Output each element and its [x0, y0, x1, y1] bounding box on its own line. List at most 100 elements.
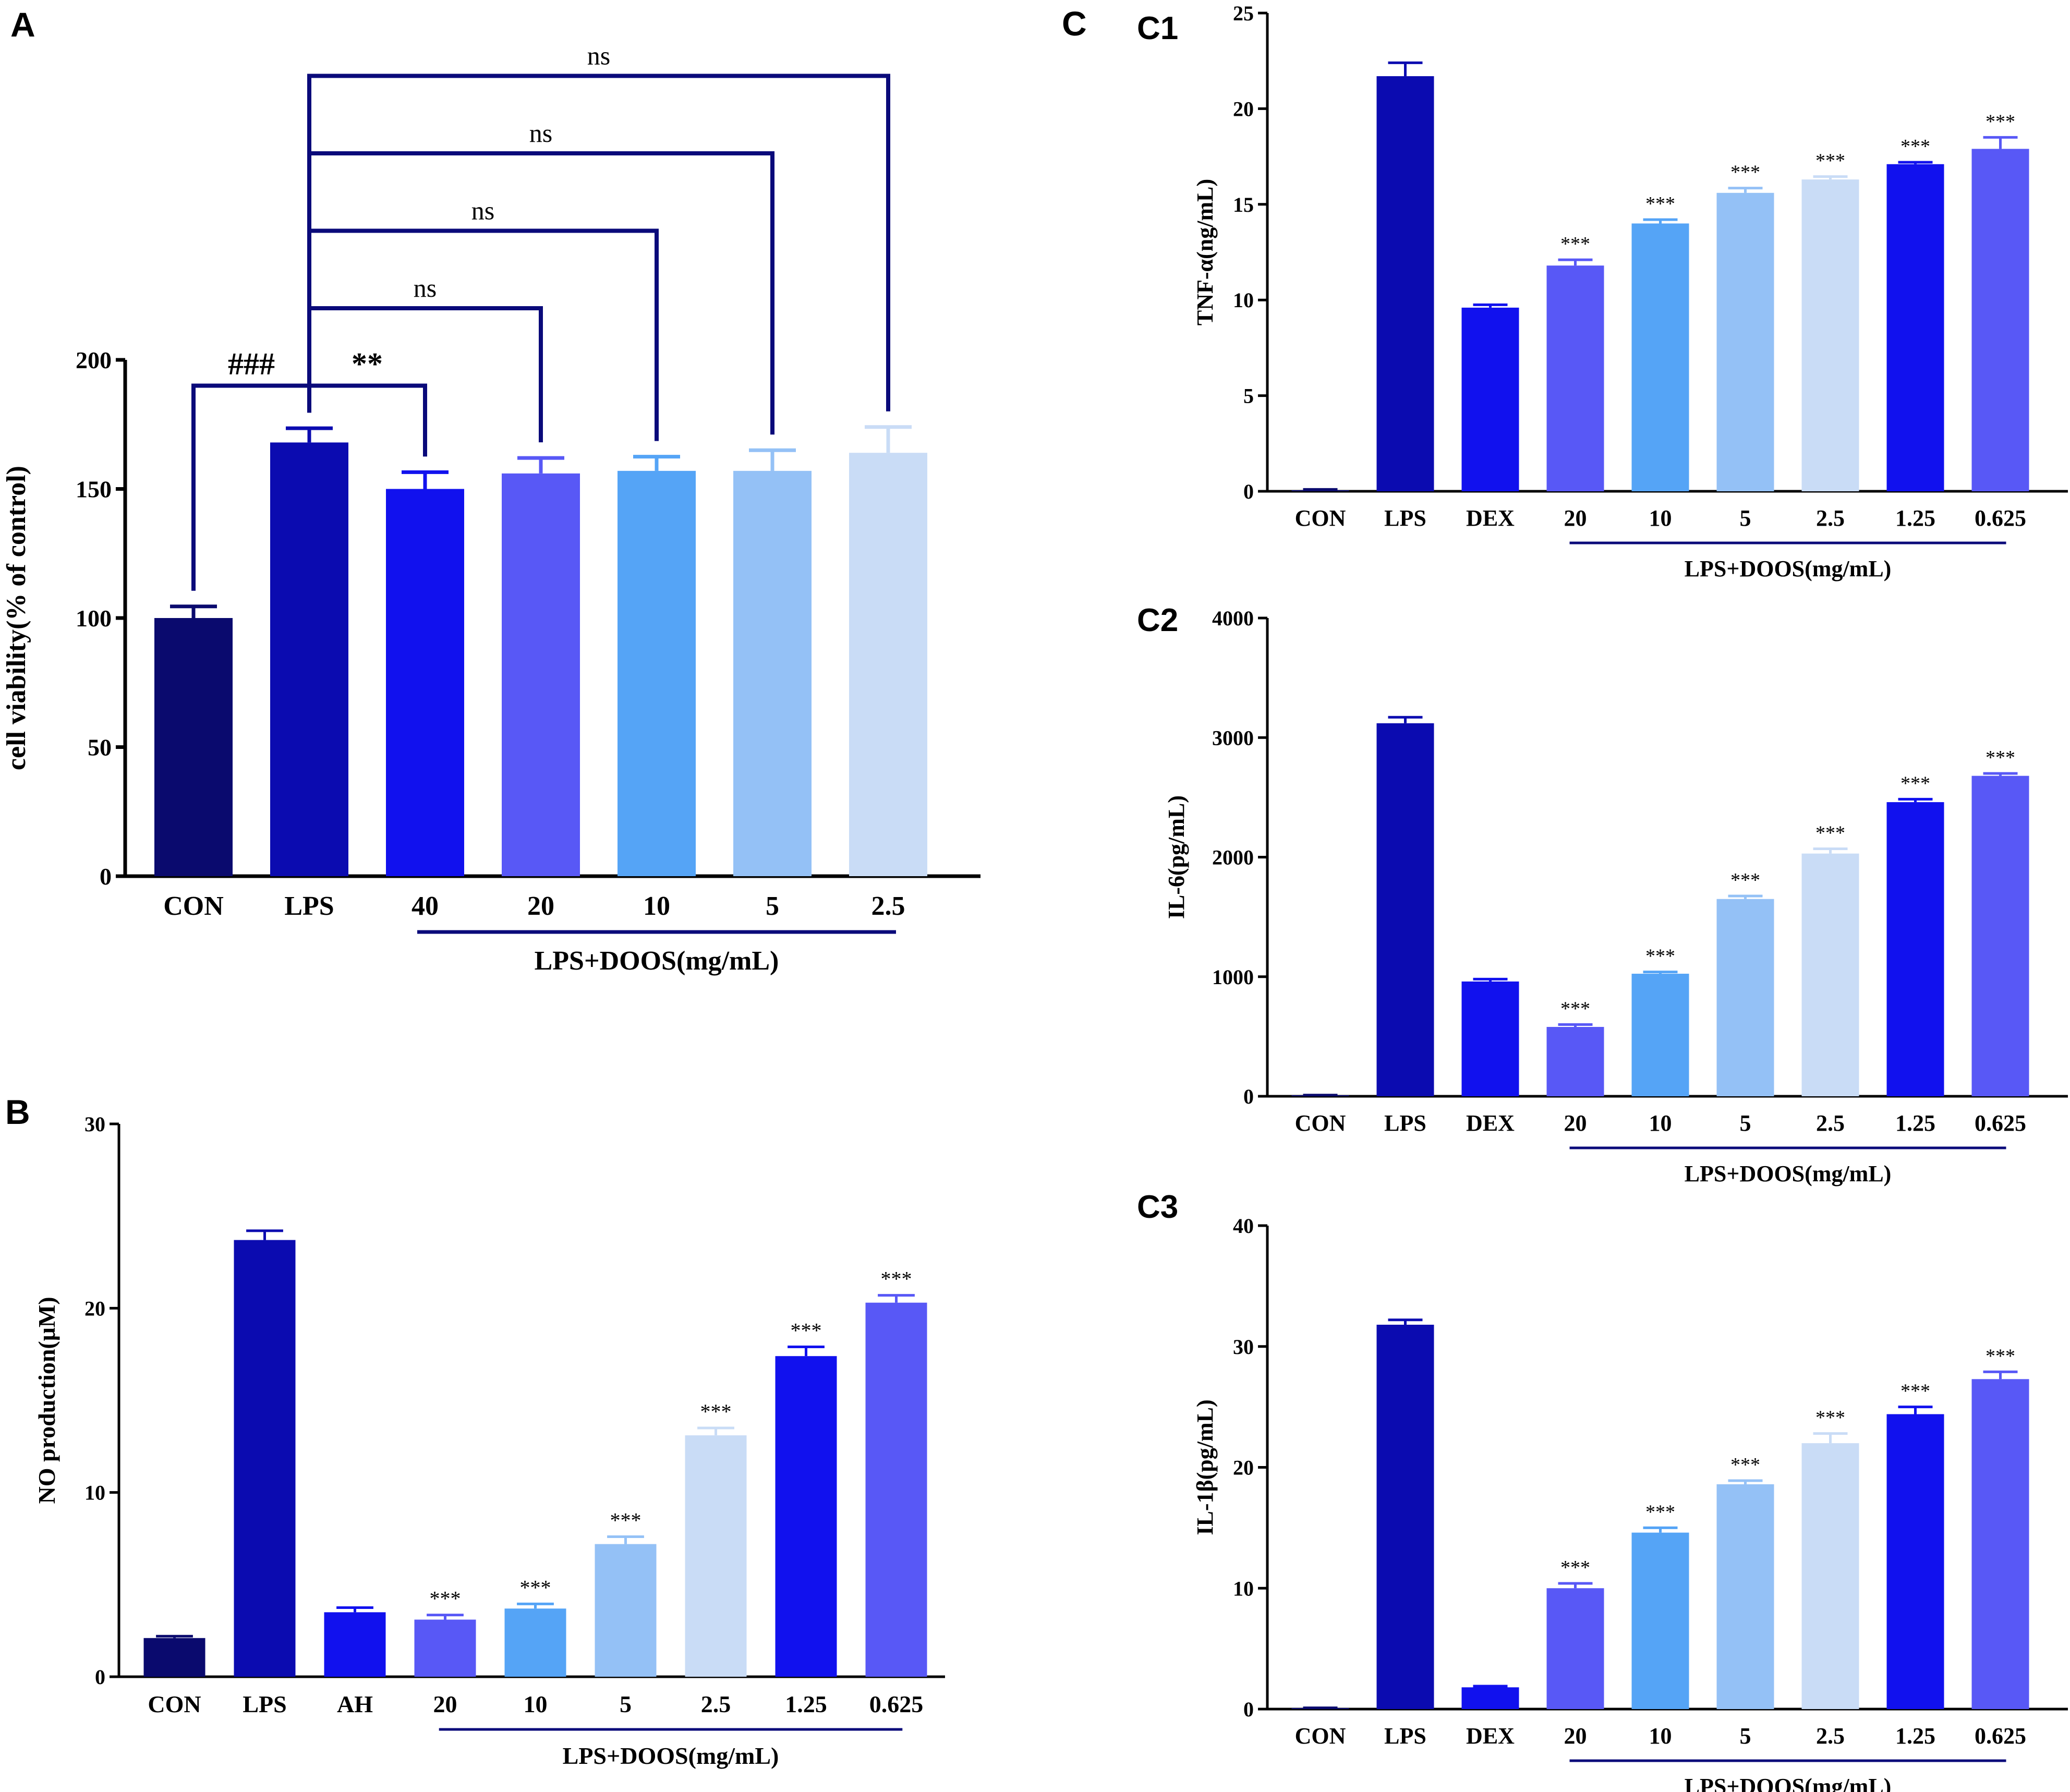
significance-label: ***: [791, 1319, 822, 1342]
significance-label: ***: [700, 1400, 732, 1423]
y-tick-label: 0: [95, 1665, 105, 1689]
y-tick-label: 200: [76, 347, 112, 373]
x-tick-label: 10: [524, 1691, 548, 1717]
x-tick-label: 0.625: [869, 1691, 924, 1717]
bar: [1631, 1532, 1689, 1709]
bar: [324, 1612, 386, 1677]
chart-c1: C1 0 5 10 15 20 25 TNF-α(ng/mL) CON LPS DEX 20 *** 10…: [1137, 2, 2068, 582]
y-tick-label: 1000: [1212, 965, 1254, 989]
y-tick-label: 50: [88, 734, 112, 761]
y-tick-label: 4000: [1212, 607, 1254, 630]
bracket-label: **: [352, 347, 383, 381]
bar: [270, 442, 348, 876]
bar: [1716, 899, 1774, 1096]
x-tick-label: CON: [1295, 1723, 1346, 1749]
bracket-label: ns: [414, 273, 437, 302]
significance-label: ***: [1560, 998, 1590, 1020]
y-tick-label: 10: [84, 1481, 105, 1505]
x-tick-label: 20: [527, 891, 554, 921]
x-tick-label: CON: [1295, 505, 1346, 531]
x-tick-label: 5: [1740, 505, 1751, 531]
bar: [1546, 265, 1604, 491]
x-tick-label: LPS: [1384, 505, 1426, 531]
bar: [849, 453, 927, 876]
x-tick-label: LPS: [1384, 1723, 1426, 1749]
bar: [1971, 1379, 2029, 1709]
bar: [414, 1619, 476, 1677]
bar: [1461, 981, 1519, 1096]
significance-label: ***: [1730, 1454, 1760, 1476]
significance-label: ***: [1900, 772, 1930, 794]
bar: [1801, 1443, 1859, 1709]
x-tick-label: 1.25: [1895, 1110, 1935, 1136]
significance-label: ***: [520, 1576, 551, 1599]
x-tick-label: 2.5: [1816, 1110, 1845, 1136]
bar: [234, 1240, 296, 1677]
group-label: LPS+DOOS(mg/mL): [1685, 556, 1892, 582]
bracket-label: ns: [587, 41, 610, 70]
y-tick-label: 0: [100, 863, 112, 890]
bar: [1801, 179, 1859, 492]
y-tick-label: 150: [76, 476, 112, 503]
y-tick-label: 15: [1233, 193, 1254, 216]
y-tick-label: 5: [1243, 384, 1254, 408]
bracket-label: ###: [228, 347, 275, 381]
significance-label: ***: [1560, 1557, 1590, 1579]
panel-letter: A: [10, 5, 35, 44]
x-tick-label: 1.25: [1895, 1723, 1935, 1749]
panel-letter: B: [5, 1093, 30, 1131]
bar: [143, 1638, 205, 1677]
y-tick-label: 30: [84, 1112, 105, 1136]
significance-label: ***: [1986, 747, 2015, 769]
x-tick-label: 2.5: [1816, 1723, 1845, 1749]
bar: [1461, 1687, 1519, 1709]
y-tick-label: 10: [1233, 1577, 1254, 1600]
chart-a: A 0 50 100 150 200 cell viability(% of control…: [2, 5, 980, 976]
bar: [502, 473, 580, 876]
bar: [1971, 149, 2029, 492]
panel-letter: C2: [1137, 602, 1178, 638]
x-tick-label: 20: [1564, 1723, 1587, 1749]
x-tick-label: 10: [643, 891, 670, 921]
bar: [1376, 723, 1434, 1096]
significance-label: ***: [1645, 1501, 1675, 1523]
x-tick-label: LPS: [1384, 1110, 1426, 1136]
panel-letter: C3: [1137, 1189, 1178, 1225]
significance-label: ***: [881, 1267, 912, 1291]
significance-label: ***: [610, 1508, 641, 1532]
significance-label: ***: [1645, 193, 1675, 215]
significance-label: ***: [1986, 111, 2015, 132]
x-tick-label: DEX: [1466, 1723, 1515, 1749]
x-tick-label: 10: [1649, 1110, 1672, 1136]
chart-c2: C2 0 1000 2000 3000 4000 IL-6(pg/mL) CON LPS DEX 2…: [1137, 602, 2068, 1186]
bar: [386, 489, 464, 876]
y-tick-label: 10: [1233, 288, 1254, 312]
y-axis-title: IL-6(pg/mL): [1164, 795, 1189, 919]
bar: [775, 1356, 837, 1677]
panel-c-letter: C: [1062, 4, 1087, 43]
x-tick-label: 1.25: [1895, 505, 1935, 531]
significance-label: ***: [1815, 822, 1845, 844]
bar: [1886, 164, 1944, 492]
bar: [1546, 1027, 1604, 1096]
y-tick-label: 20: [1233, 97, 1254, 120]
group-label: LPS+DOOS(mg/mL): [1685, 1161, 1892, 1186]
x-tick-label: 10: [1649, 505, 1672, 531]
bracket-label: ns: [471, 196, 494, 225]
bar: [595, 1544, 657, 1677]
y-tick-label: 30: [1233, 1335, 1254, 1359]
x-tick-label: LPS: [284, 891, 334, 921]
y-axis-title: TNF-α(ng/mL): [1192, 179, 1218, 325]
bar: [1886, 1414, 1944, 1709]
significance-label: ***: [1645, 946, 1675, 967]
bar: [1801, 853, 1859, 1096]
bar: [1631, 223, 1689, 492]
bar: [1716, 192, 1774, 491]
x-tick-label: CON: [1295, 1110, 1346, 1136]
significance-label: ***: [1560, 233, 1590, 255]
bar: [504, 1608, 566, 1677]
y-tick-label: 100: [76, 605, 112, 632]
comparison-bracket: [307, 74, 890, 413]
bar: [1461, 307, 1519, 491]
